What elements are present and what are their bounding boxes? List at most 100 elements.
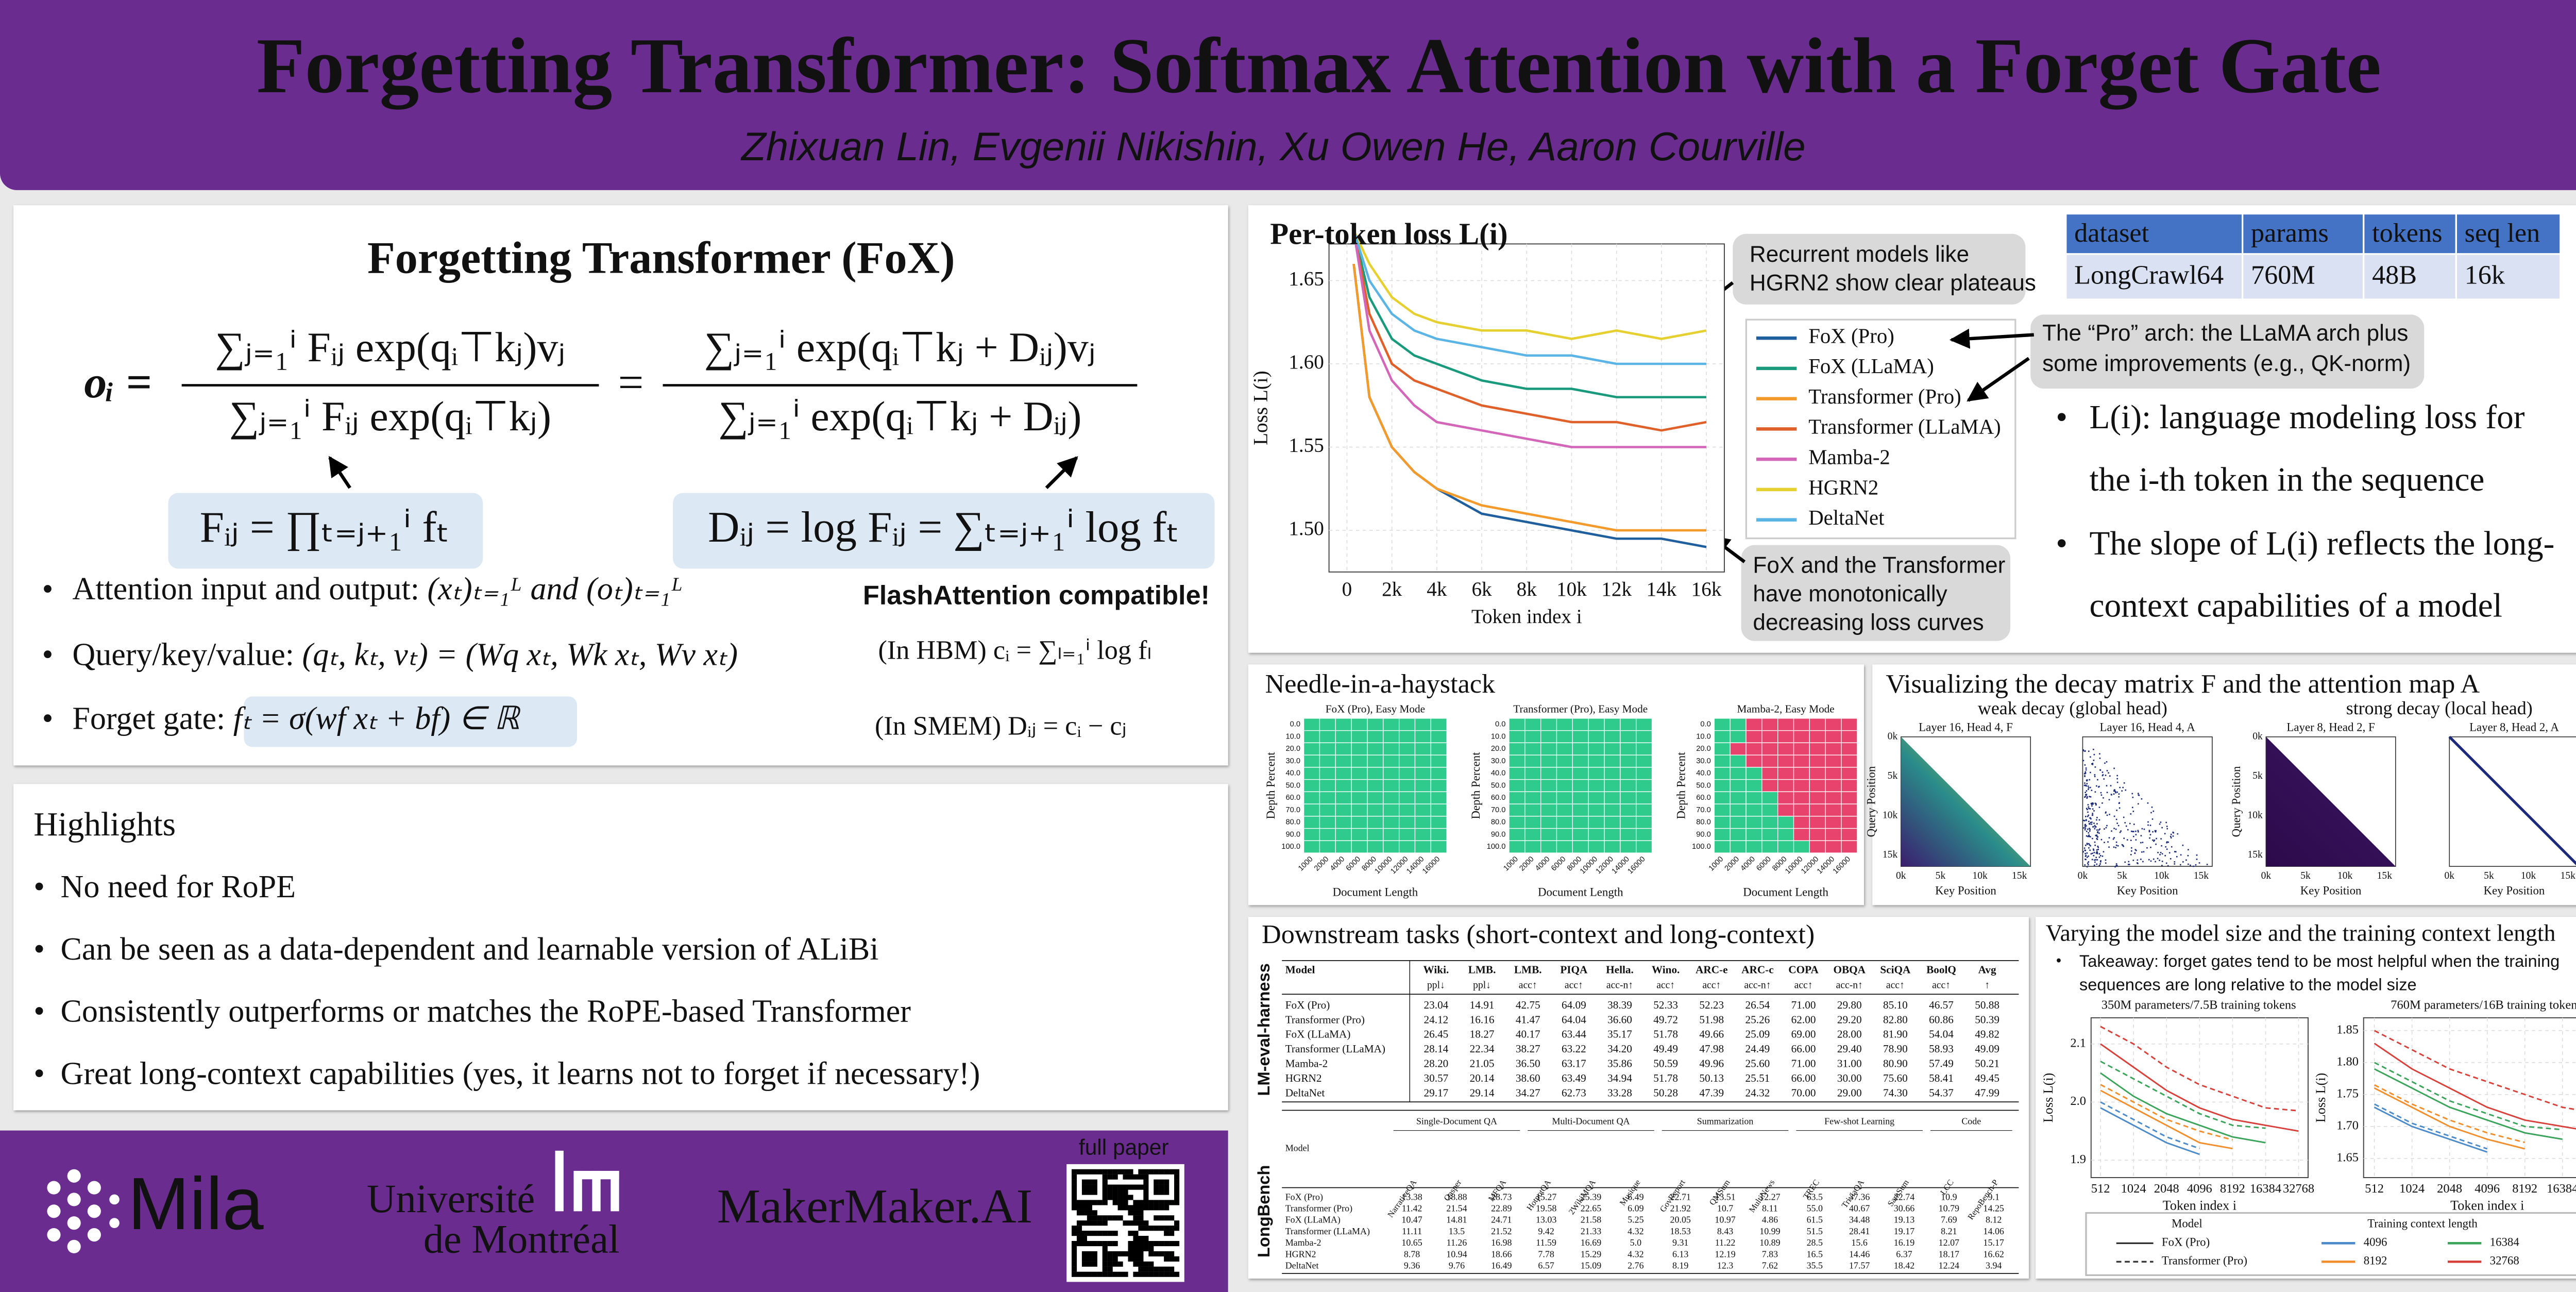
heatmap-cell <box>1540 803 1557 817</box>
heatmap-cell <box>1793 779 1810 792</box>
qr-module <box>1102 1251 1108 1256</box>
table-cell-text: 64.09 <box>1562 999 1586 1011</box>
attention-dot <box>2138 794 2140 796</box>
qr-module <box>1138 1236 1144 1241</box>
table-cell-text: 29.17 <box>1424 1086 1449 1099</box>
heatmap-cell <box>1730 828 1747 841</box>
table-cell-text: 28.00 <box>1837 1028 1862 1041</box>
attention-dot <box>2147 824 2149 826</box>
attention-dot <box>2116 775 2118 777</box>
attention-dot <box>2087 835 2089 837</box>
x-axis-label: Key Position <box>2484 884 2545 897</box>
attention-dot <box>2130 853 2132 855</box>
qr-module <box>1138 1246 1144 1252</box>
attention-dot <box>2176 856 2178 858</box>
table-header: seq len <box>2465 218 2540 248</box>
heatmap-cell <box>1383 779 1400 792</box>
attention-dot <box>2094 844 2096 846</box>
table-cell-text: 35.86 <box>1607 1058 1632 1070</box>
attention-dot <box>2098 785 2100 787</box>
table-header: LMB. <box>1514 963 1542 976</box>
attention-dot <box>2113 815 2115 817</box>
x-tick-label: 5k <box>2484 870 2494 881</box>
heatmap-cell <box>1841 767 1858 780</box>
heatmap-cell <box>1398 791 1416 804</box>
attention-dot <box>2084 829 2086 831</box>
attention-dot <box>2131 807 2133 809</box>
series-line <box>1352 230 1707 398</box>
qr-module <box>1076 1169 1082 1174</box>
table-cell-text: 34.94 <box>1607 1072 1632 1084</box>
table-cell-text: 18.53 <box>1670 1226 1691 1236</box>
attention-dot <box>2165 846 2166 848</box>
attention-dot <box>2084 764 2086 766</box>
attention-dot <box>2148 830 2150 831</box>
table-cell-text: 35.17 <box>1607 1028 1632 1041</box>
attention-dot <box>2159 823 2161 825</box>
attention-dot <box>2174 863 2176 865</box>
attention-dot <box>2096 863 2098 865</box>
heatmap-cell <box>1319 791 1336 804</box>
qr-module <box>1081 1169 1088 1174</box>
qr-module <box>1112 1240 1118 1247</box>
table-cell-text: 26.45 <box>1424 1028 1449 1041</box>
legend-label: Transformer (LLaMA) <box>1808 415 2001 439</box>
heatmap-cell <box>1509 754 1526 768</box>
table-cell-text: 38.27 <box>1516 1043 1540 1055</box>
heatmap-cell <box>1825 791 1842 804</box>
heatmap-cell <box>1745 816 1762 829</box>
qr-module <box>1072 1174 1077 1180</box>
qr-module <box>1076 1220 1082 1226</box>
heatmap-cell <box>1398 718 1416 731</box>
table-header: acc↑ <box>1932 980 1951 991</box>
legend-label: 32768 <box>2490 1254 2519 1267</box>
table-header: acc↑ <box>1794 980 1813 991</box>
heatmap-cell <box>1414 779 1431 792</box>
attention-dot <box>2094 776 2096 778</box>
table-cell-text: 34.27 <box>1516 1086 1540 1099</box>
y-tick-label: 10k <box>2247 810 2263 821</box>
table-cell-text: 7.69 <box>1941 1215 1957 1225</box>
attention-dot <box>2206 864 2208 865</box>
heatmap-cell <box>1351 754 1368 768</box>
qr-module <box>1092 1179 1097 1185</box>
qr-module <box>1107 1271 1113 1277</box>
heatmap-cell <box>1745 718 1762 731</box>
table-cell-text: 52.23 <box>1699 999 1724 1011</box>
attention-dot <box>2149 825 2151 826</box>
attention-dot <box>2096 859 2098 861</box>
heatmap-cell <box>1524 828 1541 841</box>
attention-dot <box>2166 828 2168 830</box>
table-cell-text: 30.57 <box>1424 1072 1449 1084</box>
qr-module <box>1112 1184 1118 1190</box>
y-tick-label: 1.85 <box>2336 1022 2359 1036</box>
attention-dot <box>2093 859 2095 861</box>
attention-dot <box>2083 827 2085 829</box>
table-header: Hella. <box>1606 963 1634 976</box>
table-cell-text: 74.30 <box>1883 1086 1908 1099</box>
attention-dot <box>2092 763 2094 764</box>
heatmap-cell <box>1303 803 1320 817</box>
qr-module <box>1117 1271 1123 1277</box>
qr-module <box>1112 1189 1118 1195</box>
x-tick-label: 5k <box>2117 870 2127 881</box>
qr-module <box>1154 1240 1159 1247</box>
heatmap-cell <box>1335 803 1352 817</box>
x-tick-label: 1024 <box>2121 1182 2146 1196</box>
bullet-marker: • <box>42 637 54 673</box>
table-header-cell <box>2455 212 2562 255</box>
x-axis-label: Document Length <box>1333 886 1418 899</box>
attention-dot <box>2102 775 2104 777</box>
attention-dot <box>2107 841 2109 843</box>
table-cell-text: 5.25 <box>1628 1215 1643 1225</box>
heatmap-cell <box>1620 754 1637 768</box>
heatmap-cell <box>1809 767 1826 780</box>
table-header: acc-n↑ <box>1744 980 1771 991</box>
qr-module <box>1174 1169 1180 1174</box>
qr-module <box>1159 1189 1164 1195</box>
heatmap-cell <box>1319 730 1336 743</box>
table-cell-text: 62.73 <box>1562 1086 1586 1099</box>
attention-dot <box>2098 857 2100 858</box>
qr-module <box>1164 1179 1170 1185</box>
